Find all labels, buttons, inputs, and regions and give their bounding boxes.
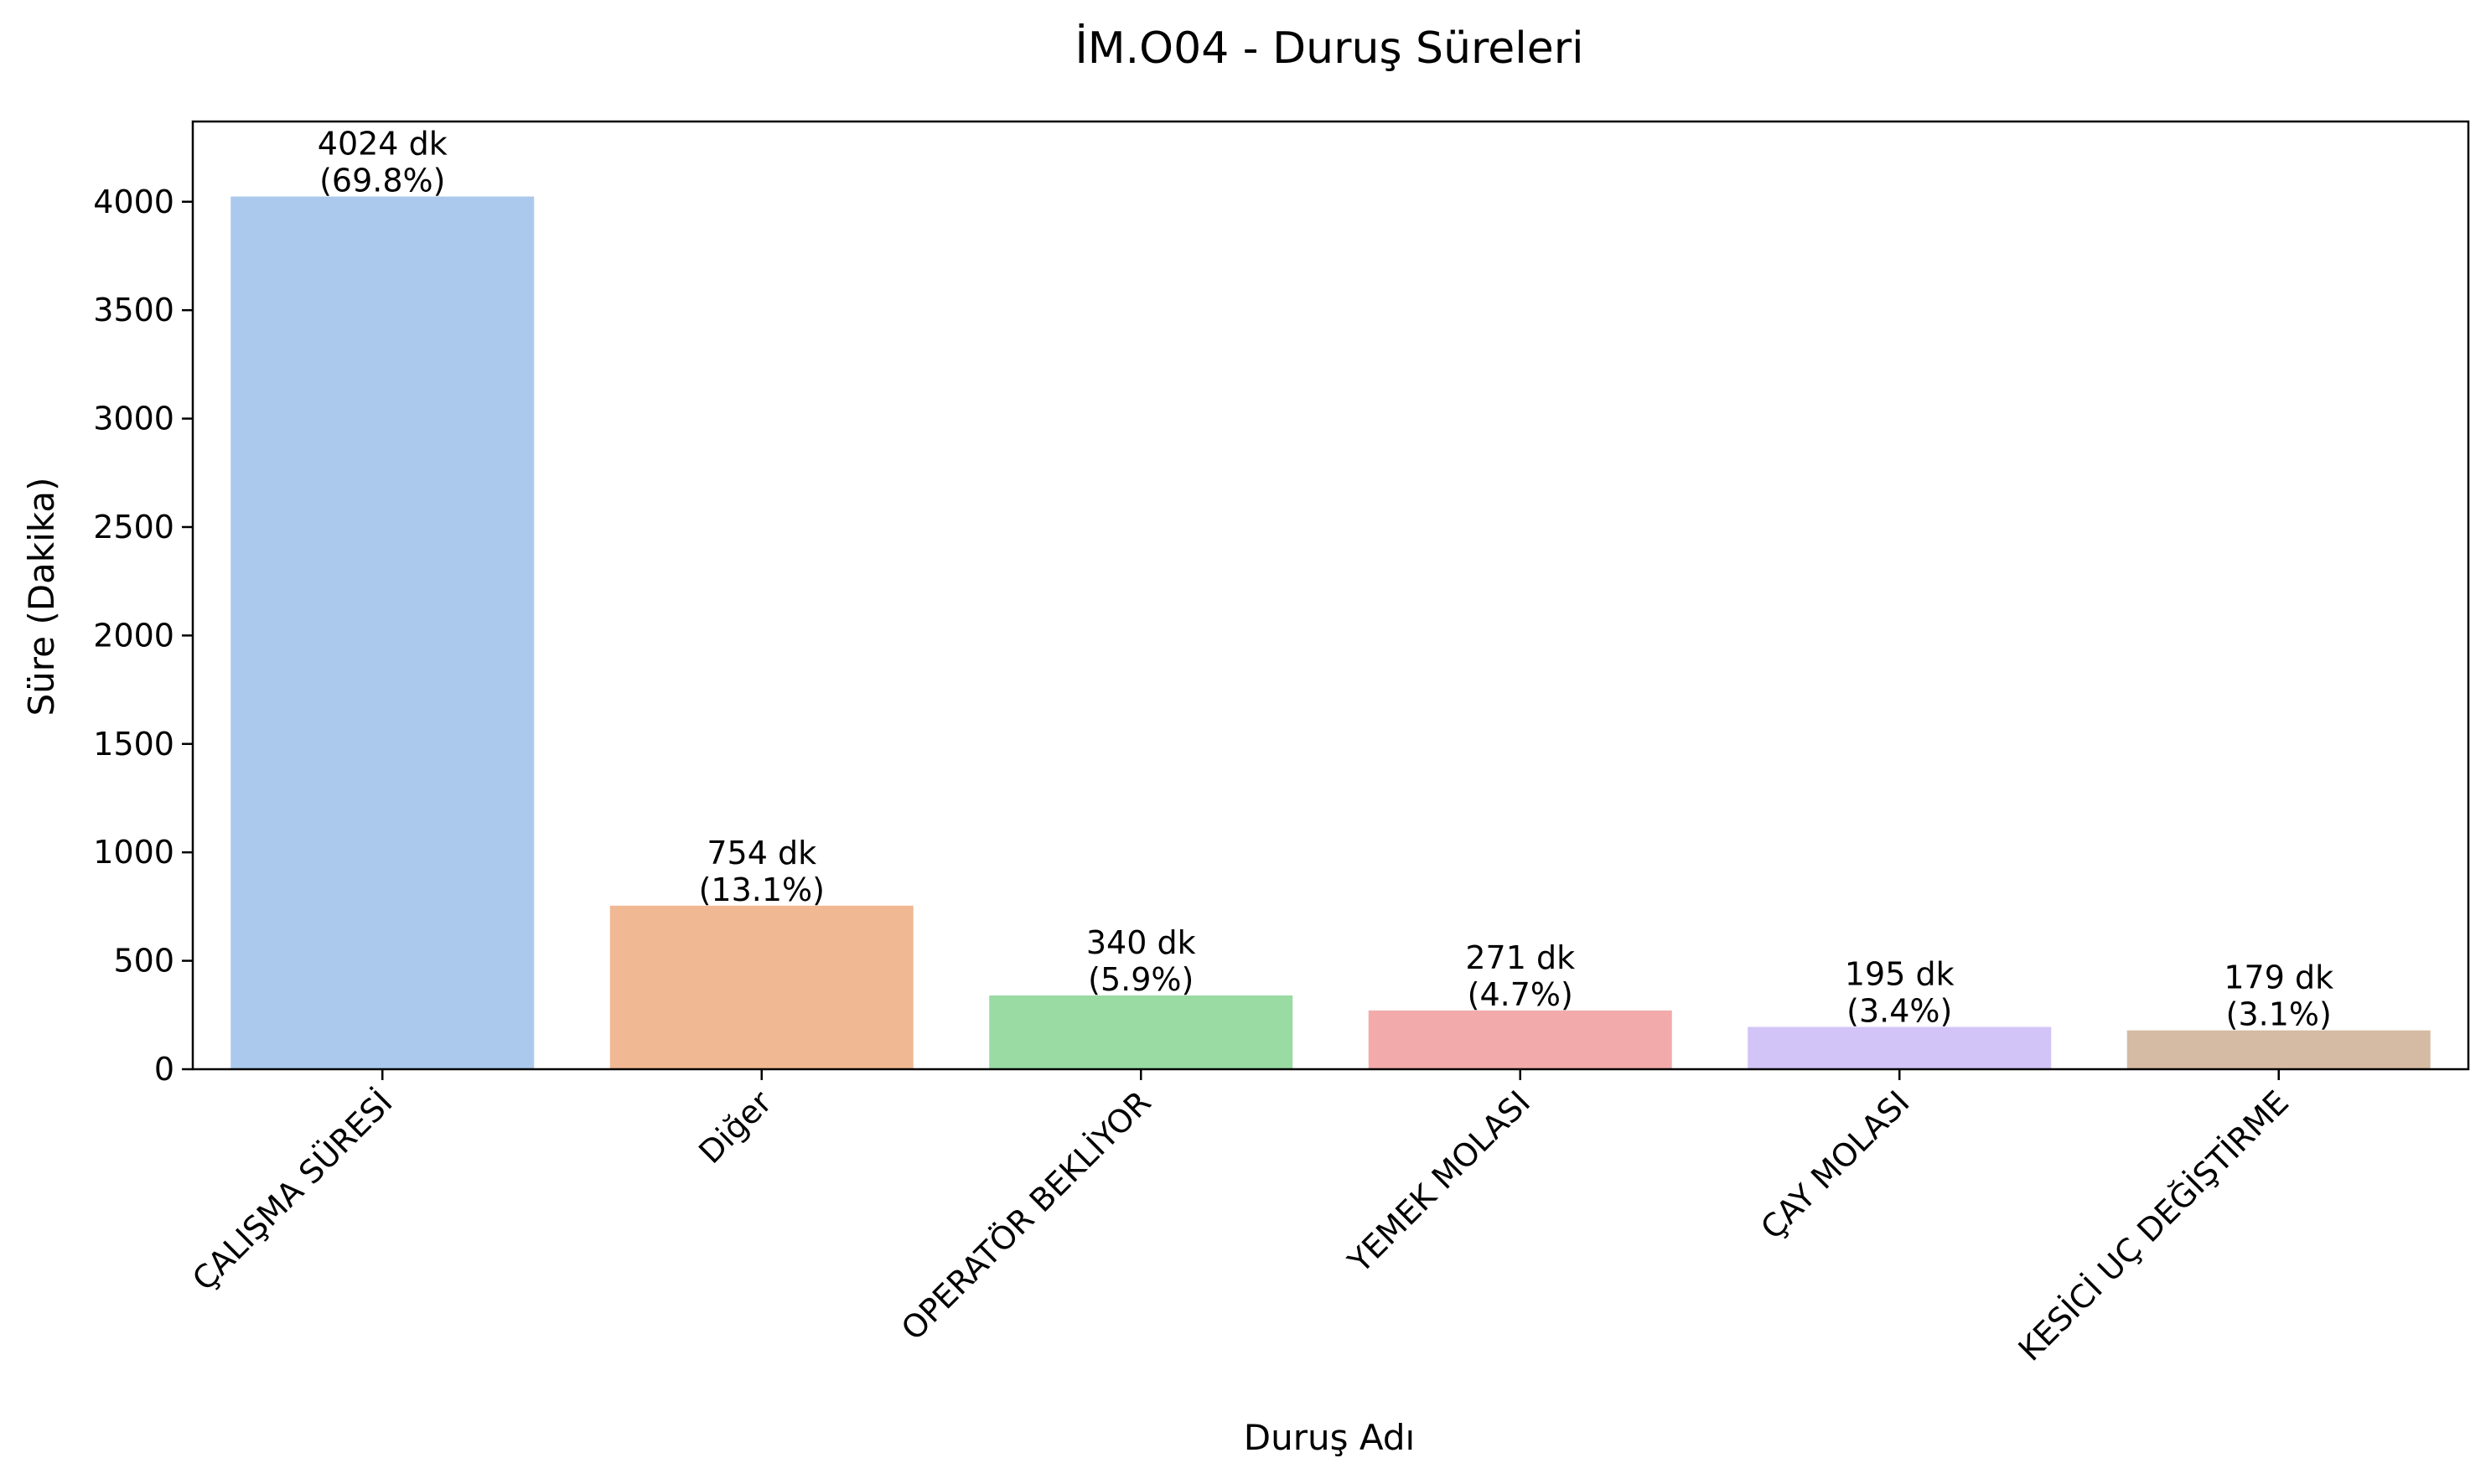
bar-5 (2126, 1030, 2431, 1069)
x-tick-label-1: Diğer (691, 1083, 779, 1171)
y-tick-label-7: 3500 (93, 292, 174, 328)
x-tick-label-3: YEMEK MOLASI (1340, 1083, 1537, 1280)
y-tick-label-6: 3000 (93, 401, 174, 437)
bars-layer (230, 196, 2431, 1069)
x-tick-label-5: KESİCİ UÇ DEĞİŞTİRME (2012, 1083, 2297, 1368)
x-tick-label-2: OPERATÖR BEKLİYOR (894, 1083, 1158, 1347)
value-label-5: 179 dk (2224, 959, 2333, 996)
y-axis: 0 500 1000 1500 2000 2500 3000 3500 4000 (93, 184, 193, 1088)
y-tick-label-1: 500 (113, 943, 174, 980)
percent-label-0: (69.8%) (319, 163, 445, 199)
chart-title: İM.O04 - Duruş Süreleri (1075, 23, 1583, 74)
y-tick-label-0: 0 (154, 1051, 174, 1088)
percent-label-2: (5.9%) (1088, 961, 1194, 998)
bar-4 (1748, 1026, 2052, 1069)
percent-label-4: (3.4%) (1846, 993, 1952, 1030)
y-tick-label-5: 2500 (93, 509, 174, 546)
value-label-1: 754 dk (707, 835, 816, 871)
plot-frame (191, 120, 2470, 1071)
y-tick-label-3: 1500 (93, 726, 174, 763)
bar-0 (230, 196, 535, 1069)
value-label-4: 195 dk (1845, 956, 1955, 993)
data-labels-layer: 4024 dk(69.8%) 754 dk(13.1%) 340 dk(5.9%) 2… (318, 126, 2333, 1033)
x-tick-label-4: ÇAY MOLASI (1753, 1083, 1916, 1246)
percent-label-5: (3.1%) (2226, 996, 2332, 1033)
x-tick-label-0: ÇALIŞMA SÜRESİ (185, 1083, 400, 1298)
percent-label-3: (4.7%) (1468, 976, 1573, 1013)
y-tick-label-8: 4000 (93, 184, 174, 220)
x-axis: ÇALIŞMA SÜRESİ Diğer OPERATÖR BEKLİYOR YEME… (185, 1069, 2296, 1368)
bar-2 (989, 995, 1293, 1069)
bar-1 (609, 905, 914, 1069)
value-label-2: 340 dk (1086, 924, 1196, 961)
y-axis-label: Süre (Dakika) (21, 478, 62, 716)
y-tick-label-4: 2000 (93, 617, 174, 654)
value-label-3: 271 dk (1465, 939, 1575, 976)
bar-3 (1368, 1010, 1672, 1069)
value-label-0: 4024 dk (318, 126, 448, 163)
percent-label-1: (13.1%) (699, 871, 825, 908)
x-axis-label: Duruş Adı (1244, 1417, 1415, 1458)
y-tick-label-2: 1000 (93, 834, 174, 871)
